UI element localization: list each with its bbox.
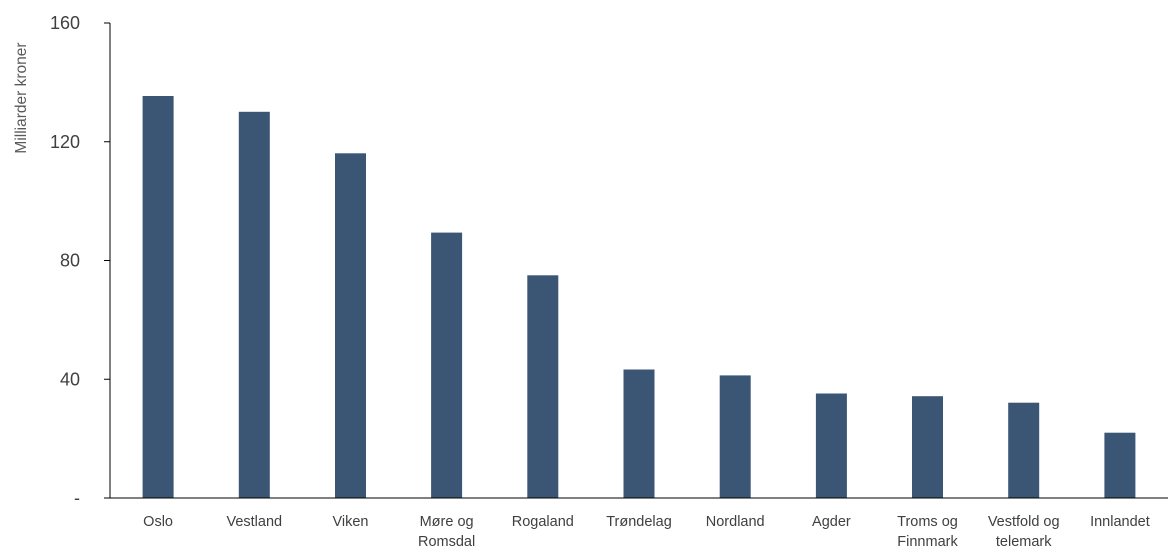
x-tick-label-6: Nordland <box>706 514 765 530</box>
x-tick-label-10: Innlandet <box>1090 514 1150 530</box>
x-tick-label-line: telemark <box>996 534 1052 550</box>
x-tick-label-line: Agder <box>812 514 851 530</box>
bar-10 <box>1104 432 1136 498</box>
x-tick-label-line: Vestfold og <box>988 514 1060 530</box>
bar-6 <box>719 375 751 498</box>
x-tick-label-line: Nordland <box>706 514 765 530</box>
bar-8 <box>912 396 943 498</box>
y-axis-label: Milliarder kroner <box>13 42 30 153</box>
bar-9 <box>1008 402 1040 498</box>
bar-5 <box>623 369 655 498</box>
x-tick-label-1: Vestland <box>226 514 282 530</box>
x-tick-label-line: Rogaland <box>512 514 574 530</box>
bar-7 <box>815 393 847 498</box>
x-tick-label-3: Møre og Romsdal <box>418 514 475 550</box>
y-tick-label-4: 160 <box>50 13 80 33</box>
x-tick-label-line: Trøndelag <box>606 514 672 530</box>
x-tick-label-line: Viken <box>332 514 368 530</box>
y-ticks-group: - 40 80 120 160 <box>50 13 110 508</box>
x-tick-label-line: Finnmark <box>897 534 958 550</box>
bar-2 <box>335 153 366 499</box>
x-tick-label-2: Viken <box>332 514 368 530</box>
x-tick-label-4: Rogaland <box>512 514 574 530</box>
bar-3 <box>431 232 463 498</box>
x-tick-label-5: Trøndelag <box>606 514 672 530</box>
x-tick-label-9: Vestfold og telemark <box>988 514 1060 550</box>
y-tick-label-2: 80 <box>60 251 80 271</box>
x-tick-label-line: Oslo <box>143 514 173 530</box>
x-ticks-group: Oslo Vestland Viken Møre og Romsdal Rogaland T… <box>143 514 1150 550</box>
x-tick-label-7: Agder <box>812 514 851 530</box>
x-tick-label-0: Oslo <box>143 514 173 530</box>
y-tick-label-3: 120 <box>50 132 80 152</box>
x-tick-label-8: Troms og Finnmark <box>897 514 958 550</box>
bars-group <box>142 96 1136 499</box>
x-tick-label-line: Møre og <box>420 514 474 530</box>
bar-0 <box>142 96 174 498</box>
bar-4 <box>527 275 559 498</box>
y-tick-label-1: 40 <box>60 369 80 389</box>
x-tick-label-line: Troms og <box>897 514 958 530</box>
bar-1 <box>238 111 270 499</box>
x-tick-label-line: Innlandet <box>1090 514 1150 530</box>
x-tick-label-line: Romsdal <box>418 534 475 550</box>
y-tick-label-0: - <box>74 488 80 508</box>
x-tick-label-line: Vestland <box>226 514 282 530</box>
